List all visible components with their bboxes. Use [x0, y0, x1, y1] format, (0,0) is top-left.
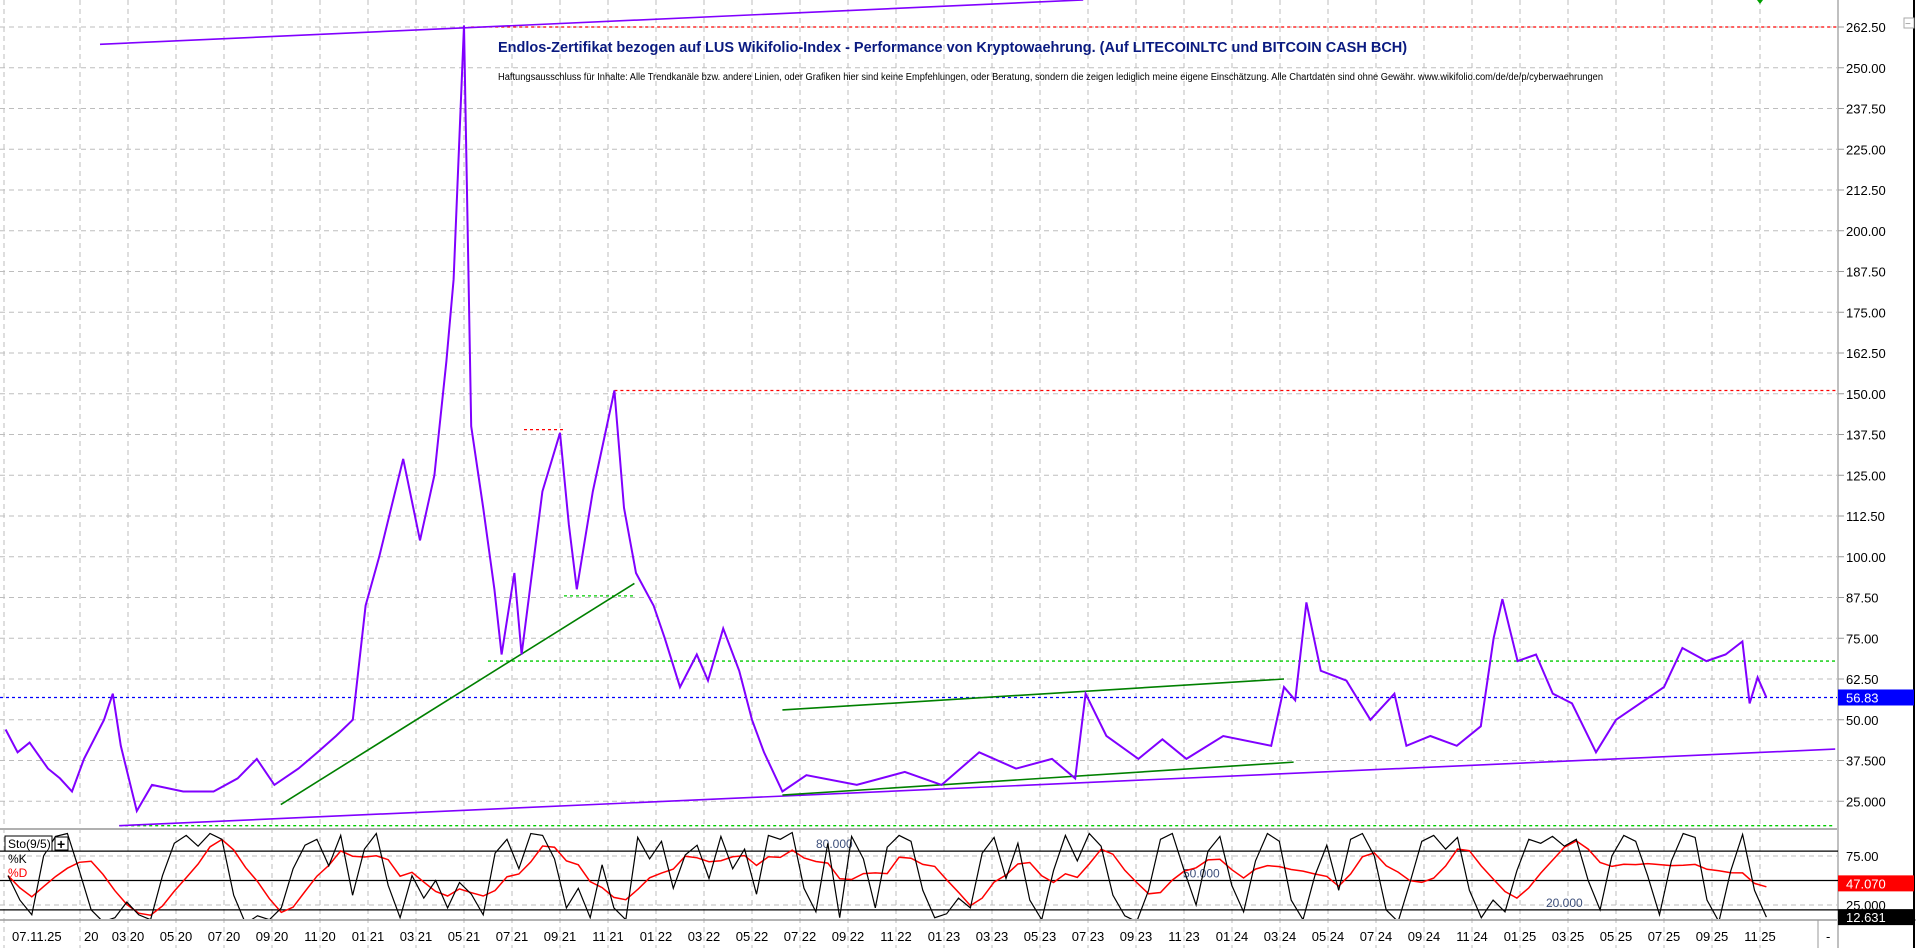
x-tick-label: 11 25 — [1744, 929, 1776, 944]
x-tick-label: 03 20 — [112, 929, 145, 944]
y-tick-label: 187.50 — [1846, 265, 1886, 280]
trend-line[interactable] — [99, 0, 1084, 46]
stochastic-gridlines — [0, 855, 1838, 906]
x-tick-label: 09 22 — [832, 929, 865, 944]
last-price-label: 56.83 — [1846, 690, 1879, 705]
x-tick-label: 07.11.25 — [12, 929, 62, 944]
stochastic-level-label: 20.000 — [1546, 896, 1583, 910]
x-tick-label: 01 21 — [352, 929, 385, 944]
plus-icon: + — [57, 836, 65, 852]
stochastic-level-label: 50.000 — [1183, 867, 1220, 881]
x-tick-label: 07 23 — [1072, 929, 1105, 944]
d-value-label: 47.070 — [1846, 876, 1886, 891]
x-tick-label: 09 25 — [1696, 929, 1729, 944]
d-value-badge — [1838, 875, 1914, 892]
y-tick-label: 75.00 — [1846, 631, 1879, 646]
green-arrow-icon — [1757, 0, 1763, 4]
y-tick-label: 112.50 — [1846, 509, 1885, 524]
x-tick-label: 11 20 — [304, 929, 336, 944]
stochastic-k-line — [7, 831, 1767, 919]
y-tick-label: 25.000 — [1846, 794, 1886, 809]
x-tick-label: 01 23 — [928, 929, 961, 944]
price-gridlines — [0, 26, 1838, 802]
d-legend: %D — [8, 866, 28, 880]
x-tick-label: 05 24 — [1312, 929, 1345, 944]
x-tick-label: 11 22 — [880, 929, 912, 944]
stochastic-levels: 80.000 50.000 20.000 — [0, 837, 1838, 911]
y-tick-label: 237.50 — [1846, 102, 1886, 117]
collapse-button[interactable]: − — [1903, 17, 1915, 30]
x-tick-label: 03 21 — [400, 929, 433, 944]
k-value-badge — [1838, 909, 1914, 926]
x-tick-label: 05 21 — [448, 929, 481, 944]
stochastic-tick-label: 75.00 — [1846, 849, 1879, 864]
y-tick-label: 162.50 — [1846, 346, 1886, 361]
k-legend: %K — [8, 852, 27, 866]
x-tick-label: 11 21 — [592, 929, 624, 944]
x-tick-label: 05 25 — [1600, 929, 1633, 944]
y-tick-label: 212.50 — [1846, 183, 1886, 198]
y-tick-label: 37.500 — [1846, 754, 1886, 769]
y-tick-label: 50.00 — [1846, 713, 1879, 728]
x-tick-label: 03 25 — [1552, 929, 1585, 944]
x-tick-label: 09 24 — [1408, 929, 1441, 944]
y-tick-label: 150.00 — [1846, 387, 1886, 402]
x-tick-label: 01 25 — [1504, 929, 1537, 944]
trend-line[interactable] — [119, 748, 1836, 827]
trend-line[interactable] — [280, 582, 635, 806]
y-tick-label: 125.00 — [1846, 468, 1886, 483]
x-tick-label: 05 22 — [736, 929, 769, 944]
y-tick-label: 175.00 — [1846, 305, 1886, 320]
x-tick-label: 03 24 — [1264, 929, 1297, 944]
x-tick-label: 11 23 — [1168, 929, 1200, 944]
y-tick-label: 87.50 — [1846, 591, 1879, 606]
x-tick-label: 07 24 — [1360, 929, 1393, 944]
indicator-name: Sto(9/5) — [8, 837, 51, 851]
y-tick-label: 225.00 — [1846, 142, 1886, 157]
x-tick-label: 05 23 — [1024, 929, 1057, 944]
stochastic-d-line — [7, 838, 1767, 916]
annotation-lines — [0, 0, 1838, 827]
price-line — [4, 25, 1768, 814]
y-tick-label: 100.00 — [1846, 550, 1886, 565]
x-tick-label: 07 20 — [208, 929, 241, 944]
x-tick-label: 09 23 — [1120, 929, 1153, 944]
indicator-label-box[interactable]: Sto(9/5) — [4, 835, 53, 852]
x-tick-label: 07 25 — [1648, 929, 1681, 944]
x-tick-label: 03 23 — [976, 929, 1009, 944]
disclaimer-text: Haftungsausschluss für Inhalte: Alle Tre… — [498, 72, 1603, 83]
trend-line[interactable] — [782, 678, 1285, 711]
x-tick-label: 01 24 — [1216, 929, 1249, 944]
y-tick-label: 62.50 — [1846, 672, 1879, 687]
y-tick-label: 200.00 — [1846, 224, 1886, 239]
trend-line[interactable] — [782, 761, 1294, 796]
y-tick-label: 262.50 — [1846, 20, 1886, 35]
x-tick-label: 03 22 — [688, 929, 721, 944]
k-value-label: 12.631 — [1846, 910, 1886, 925]
x-tick-label: 20 — [84, 929, 98, 944]
x-tick-label: 09 21 — [544, 929, 577, 944]
x-tick-label: 07 22 — [784, 929, 817, 944]
minus-icon: − — [1905, 19, 1911, 30]
y-tick-label: 137.50 — [1846, 428, 1886, 443]
last-price-badge — [1838, 689, 1914, 706]
price-axis: 262.50 250.00 237.50 225.00 212.50 200.00 187.… — [1838, 20, 1914, 809]
add-indicator-button[interactable]: + — [54, 836, 69, 852]
x-axis-end-marker: - — [1826, 929, 1830, 944]
x-tick-label: 05 20 — [160, 929, 193, 944]
time-axis: 07.11.25 20 03 20 05 20 07 20 09 20 11 20 01 21… — [12, 920, 1830, 948]
x-tick-label: 11 24 — [1456, 929, 1488, 944]
x-tick-label: 07 21 — [496, 929, 529, 944]
chart-title: Endlos-Zertifikat bezogen auf LUS Wikifo… — [498, 40, 1407, 56]
y-tick-label: 250.00 — [1846, 61, 1886, 76]
x-tick-label: 01 22 — [640, 929, 673, 944]
x-tick-label: 09 20 — [256, 929, 289, 944]
stochastic-level-label: 80.000 — [816, 837, 853, 851]
